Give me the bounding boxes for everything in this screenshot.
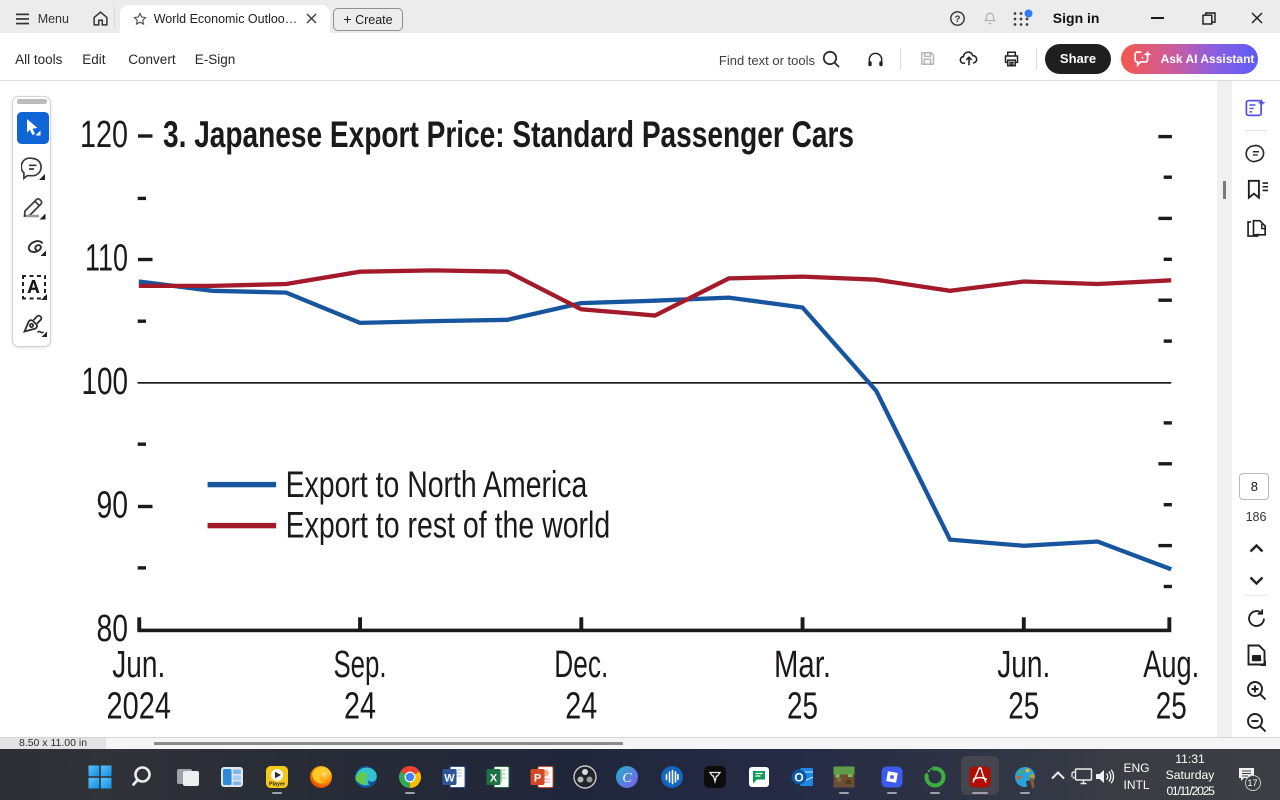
svg-text:80: 80: [97, 608, 129, 650]
svg-text:3. Japanese Export Price: Stan: 3. Japanese Export Price: Standard Passe…: [163, 113, 854, 155]
svg-text:90: 90: [97, 485, 129, 527]
svg-text:25: 25: [787, 685, 818, 727]
svg-text:Aug.: Aug.: [1143, 644, 1199, 686]
svg-text:24: 24: [565, 685, 597, 727]
svg-text:Player: Player: [269, 782, 286, 788]
svg-text:120: 120: [80, 114, 128, 156]
svg-text:W: W: [444, 773, 455, 785]
svg-text:Export to North America: Export to North America: [286, 463, 588, 505]
svg-text:P: P: [534, 773, 541, 785]
svg-text:X: X: [490, 773, 498, 785]
svg-text:1:1: 1:1: [1252, 656, 1260, 662]
svg-text:100: 100: [82, 361, 129, 403]
svg-text:25: 25: [1156, 685, 1187, 727]
svg-text:Jun.: Jun.: [997, 644, 1050, 686]
svg-text:24: 24: [344, 685, 376, 727]
svg-text:C: C: [623, 771, 633, 786]
svg-text:25: 25: [1008, 685, 1039, 727]
svg-text:110: 110: [85, 238, 128, 280]
svg-text:?: ?: [954, 13, 960, 24]
svg-text:Sep.: Sep.: [334, 644, 387, 686]
svg-text:Mar.: Mar.: [774, 644, 831, 686]
svg-text:Export to rest of the world: Export to rest of the world: [286, 503, 611, 545]
svg-text:Dec.: Dec.: [554, 644, 608, 686]
svg-text:Jun.: Jun.: [112, 644, 165, 686]
svg-text:2024: 2024: [107, 685, 171, 727]
svg-text:O: O: [794, 771, 803, 785]
